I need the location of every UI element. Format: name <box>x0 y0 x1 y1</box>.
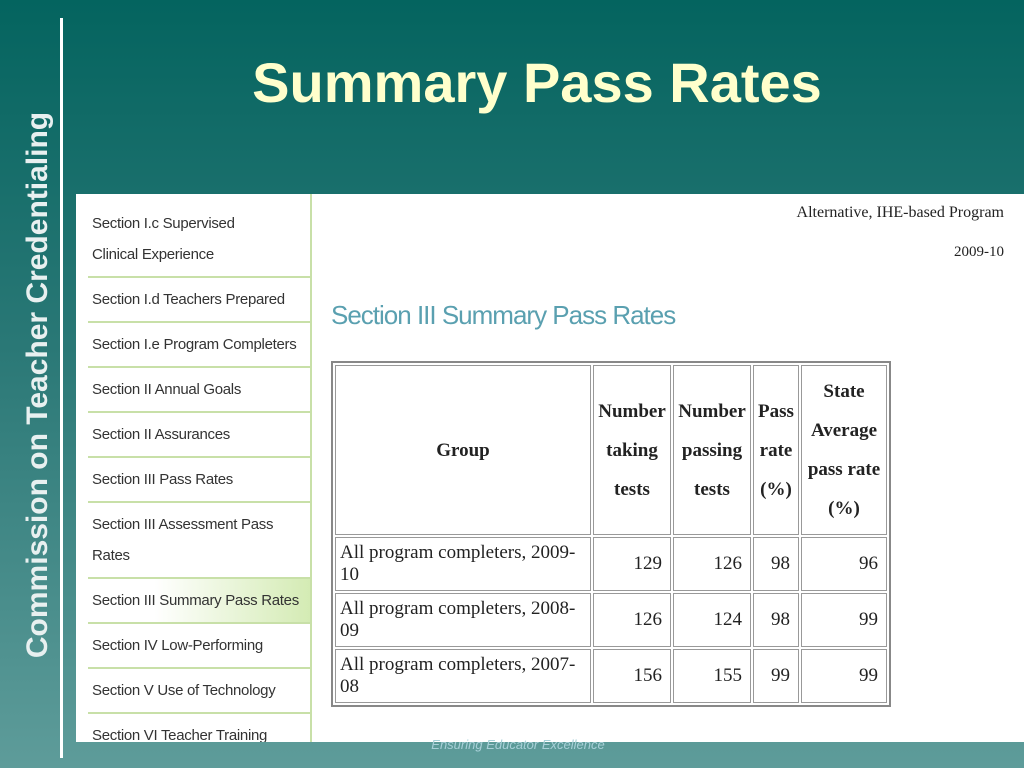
table-cell: 126 <box>593 593 671 647</box>
nav-item[interactable]: Section II Annual Goals <box>88 368 310 413</box>
header-row: Group Number taking tests Number passing t… <box>335 365 887 535</box>
table-cell: 99 <box>801 649 887 703</box>
footer: Ensuring Educator Excellence <box>431 737 605 752</box>
slide-title: Summary Pass Rates <box>252 51 822 114</box>
header-cell: Number taking tests <box>593 365 671 535</box>
header-cell: State Average pass rate (%) <box>801 365 887 535</box>
table-cell: All program completers, 2007-08 <box>335 649 591 703</box>
header-cell: Group <box>335 365 591 535</box>
table-cell: 99 <box>801 593 887 647</box>
table-cell: All program completers, 2008-09 <box>335 593 591 647</box>
nav-item[interactable]: Section II Assurances <box>88 413 310 458</box>
nav-item[interactable]: Section IV Low-Performing <box>88 624 310 669</box>
table-row: All program completers, 2008-09 126 124 98 9… <box>335 593 887 647</box>
nav-item[interactable]: Section I.d Teachers Prepared <box>88 278 310 323</box>
nav-item[interactable]: Section I.e Program Completers <box>88 323 310 368</box>
table-row: All program completers, 2009-10 129 126 98 9… <box>335 537 887 591</box>
pass-rate-table: Group Number taking tests Number passing t… <box>331 361 891 707</box>
table-cell: 98 <box>753 593 799 647</box>
table-cell: 96 <box>801 537 887 591</box>
table-cell: 99 <box>753 649 799 703</box>
table-cell: 156 <box>593 649 671 703</box>
table-cell: 155 <box>673 649 751 703</box>
table-cell: 124 <box>673 593 751 647</box>
table-cell: All program completers, 2009-10 <box>335 537 591 591</box>
nav-item[interactable]: Section VI Teacher Training <box>88 714 310 742</box>
screenshot-panel: Section I.c Supervised Clinical Experien… <box>76 194 1024 742</box>
nav-item[interactable]: Section V Use of Technology <box>88 669 310 714</box>
year-label: 2009-10 <box>954 244 1004 260</box>
nav-item[interactable]: Section III Pass Rates <box>88 458 310 503</box>
divider-line <box>60 18 63 758</box>
program-label: Alternative, IHE-based Program <box>796 204 1004 221</box>
nav-item[interactable]: Section III Summary Pass Rates <box>88 579 310 624</box>
nav-item[interactable]: Section III Assessment Pass Rates <box>88 503 310 579</box>
nav-menu: Section I.c Supervised Clinical Experien… <box>76 194 312 742</box>
table-cell: 126 <box>673 537 751 591</box>
section-heading: Section III Summary Pass Rates <box>331 300 676 330</box>
table-cell: 129 <box>593 537 671 591</box>
header-cell: Number passing tests <box>673 365 751 535</box>
header-cell: Pass rate (%) <box>753 365 799 535</box>
table-cell: 98 <box>753 537 799 591</box>
nav-item[interactable]: Section I.c Supervised Clinical Experien… <box>88 194 310 278</box>
table-row: All program completers, 2007-08 156 155 99 9… <box>335 649 887 703</box>
side-title: Commission on Teacher Credentialing <box>21 111 54 659</box>
